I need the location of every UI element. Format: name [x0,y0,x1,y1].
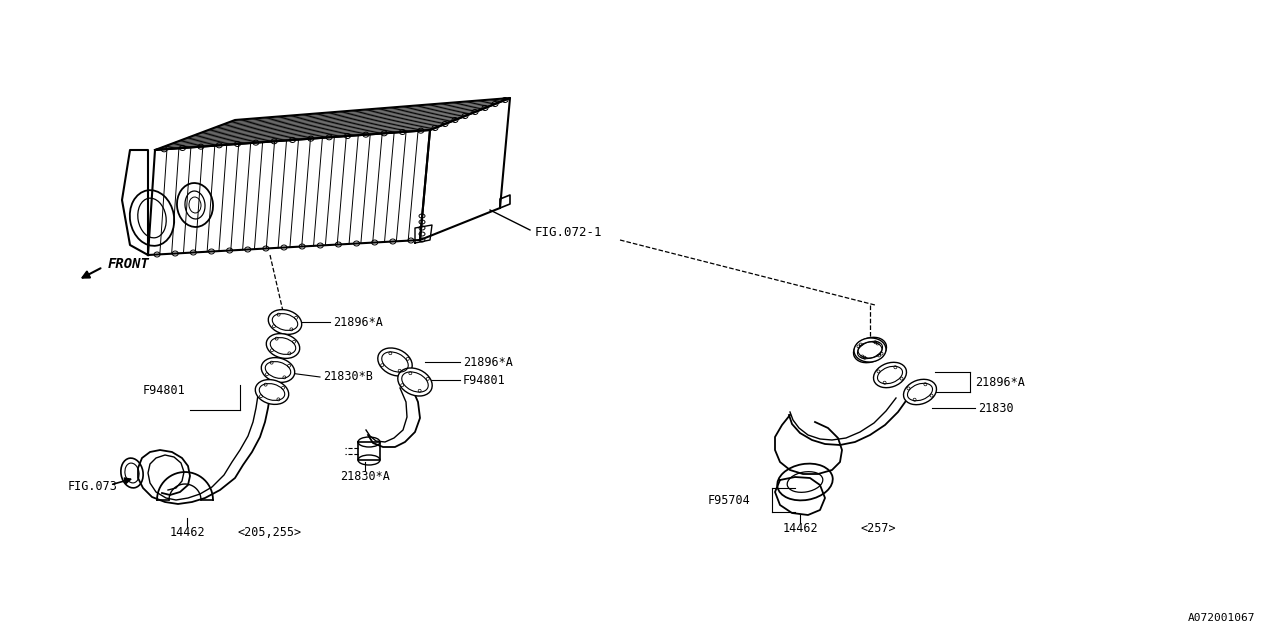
Text: A072001067: A072001067 [1188,613,1254,623]
Text: 21896*A: 21896*A [975,376,1025,388]
Ellipse shape [255,380,289,404]
Ellipse shape [266,333,300,358]
Text: <205,255>: <205,255> [238,525,302,538]
Text: FRONT: FRONT [108,257,150,271]
Ellipse shape [398,368,433,396]
Polygon shape [155,98,509,150]
Text: F94801: F94801 [142,383,186,397]
Ellipse shape [261,358,294,382]
Text: FIG.073: FIG.073 [68,479,118,493]
Text: 21830*A: 21830*A [340,470,390,483]
Text: FIG.072-1: FIG.072-1 [535,225,603,239]
Ellipse shape [854,337,887,363]
Polygon shape [148,130,430,255]
Polygon shape [420,98,509,240]
Ellipse shape [873,362,906,388]
Text: 21830: 21830 [978,401,1014,415]
Ellipse shape [269,310,302,334]
Text: F95704: F95704 [708,493,750,506]
Text: 14462: 14462 [782,522,818,534]
Polygon shape [138,395,270,504]
Ellipse shape [904,380,937,404]
Text: 21896*A: 21896*A [463,355,513,369]
Text: <257>: <257> [860,522,896,534]
Ellipse shape [378,348,412,376]
Text: 21896*A: 21896*A [333,316,383,328]
Text: 14462: 14462 [169,525,205,538]
Text: 21830*B: 21830*B [323,371,372,383]
Text: F94801: F94801 [463,374,506,387]
Ellipse shape [854,338,886,362]
